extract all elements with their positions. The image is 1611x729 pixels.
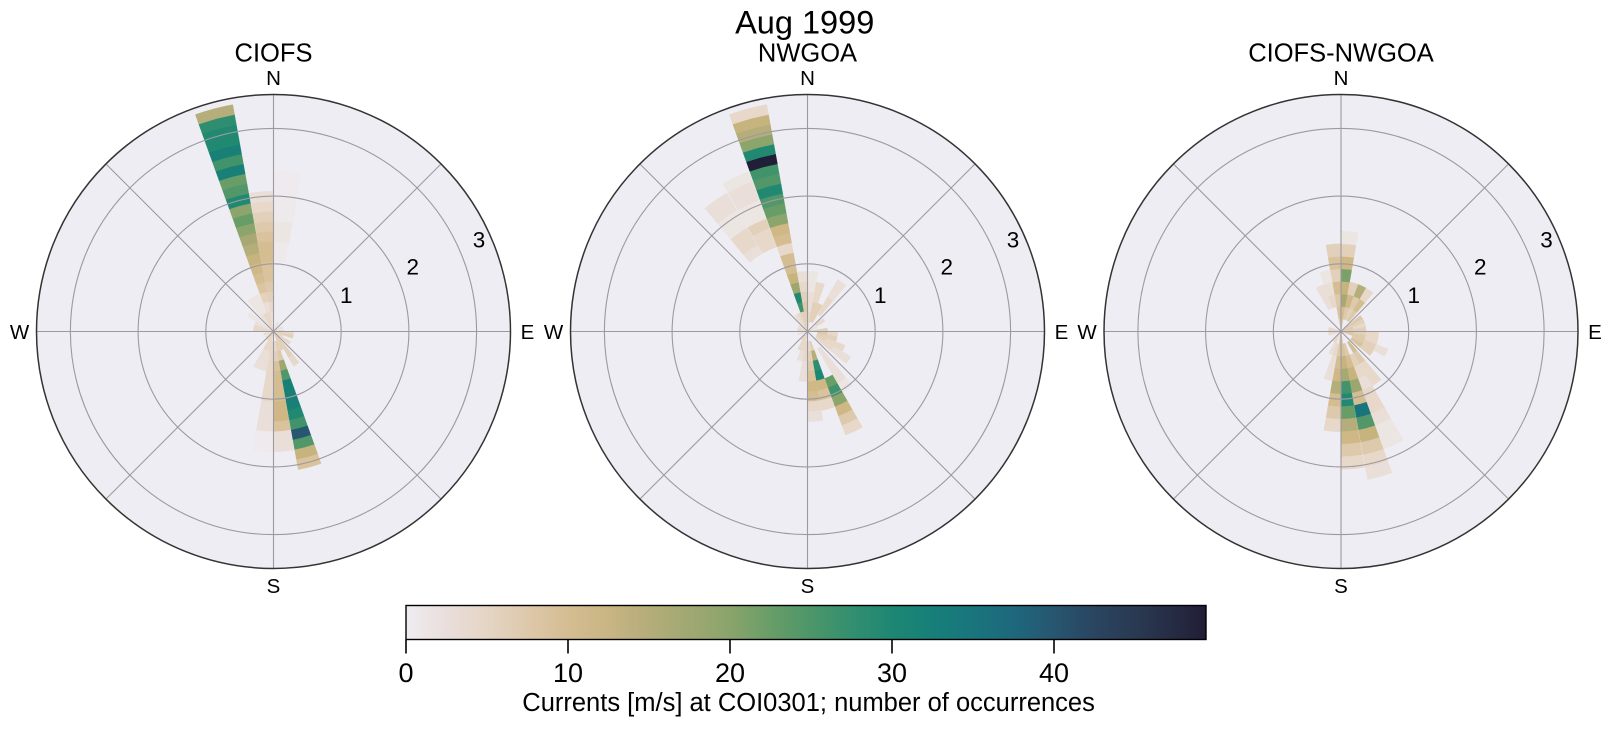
svg-text:N: N (266, 67, 281, 90)
svg-text:Aug 1999: Aug 1999 (735, 4, 874, 40)
svg-text:W: W (544, 321, 564, 344)
svg-text:S: S (267, 575, 281, 598)
svg-text:2: 2 (407, 255, 420, 280)
svg-text:3: 3 (1540, 228, 1553, 253)
svg-text:1: 1 (874, 283, 887, 308)
svg-text:N: N (1334, 67, 1349, 90)
svg-text:NWGOA: NWGOA (758, 40, 857, 68)
svg-text:CIOFS-NWGOA: CIOFS-NWGOA (1248, 40, 1434, 68)
svg-text:S: S (801, 575, 815, 598)
svg-text:E: E (1055, 321, 1069, 344)
svg-text:E: E (521, 321, 535, 344)
svg-text:3: 3 (473, 228, 486, 253)
svg-text:1: 1 (1407, 283, 1420, 308)
svg-text:CIOFS: CIOFS (235, 40, 313, 68)
svg-text:1: 1 (340, 283, 353, 308)
svg-text:40: 40 (1039, 658, 1069, 688)
svg-text:10: 10 (553, 658, 583, 688)
svg-text:N: N (800, 67, 815, 90)
svg-text:2: 2 (941, 255, 954, 280)
svg-text:0: 0 (398, 658, 413, 688)
svg-text:Currents [m/s] at COI0301; num: Currents [m/s] at COI0301; number of occ… (522, 689, 1095, 717)
svg-text:W: W (10, 321, 30, 344)
svg-text:S: S (1334, 575, 1348, 598)
svg-text:2: 2 (1474, 255, 1487, 280)
svg-text:30: 30 (877, 658, 907, 688)
svg-text:3: 3 (1007, 228, 1020, 253)
svg-text:20: 20 (715, 658, 745, 688)
svg-text:W: W (1077, 321, 1097, 344)
svg-text:E: E (1588, 321, 1602, 344)
